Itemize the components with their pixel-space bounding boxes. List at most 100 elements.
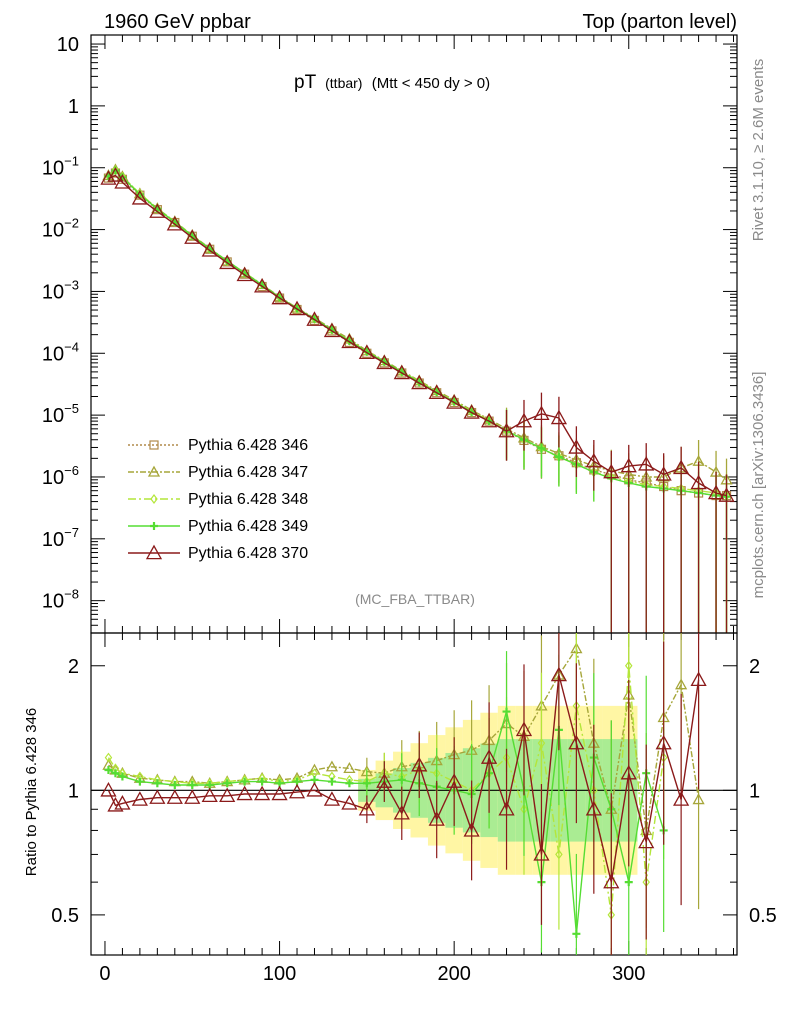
data-point bbox=[673, 459, 690, 475]
data-point bbox=[498, 800, 515, 816]
legend: Pythia 6.428 346 Pythia 6.428 347 Pythia 6… bbox=[128, 437, 308, 562]
main-y-tick-label: 10−4 bbox=[42, 339, 79, 365]
legend-label: Pythia 6.428 349 bbox=[188, 518, 308, 535]
legend-entry-3: Pythia 6.428 348 bbox=[128, 491, 308, 508]
data-point bbox=[655, 734, 672, 750]
data-point bbox=[480, 749, 498, 764]
data-point bbox=[428, 811, 445, 826]
data-point bbox=[446, 773, 463, 788]
data-point bbox=[100, 781, 117, 797]
main-y-tick-label: 10−2 bbox=[42, 216, 79, 242]
data-point bbox=[673, 791, 690, 806]
data-point bbox=[393, 804, 410, 820]
data-point bbox=[480, 412, 498, 428]
legend-entry-5: Pythia 6.428 370 bbox=[128, 544, 308, 562]
data-point bbox=[150, 494, 158, 504]
data-point bbox=[341, 333, 358, 349]
data-point bbox=[118, 772, 127, 781]
main-frame bbox=[90, 34, 738, 634]
ratio-y-tick-label-right: 1 bbox=[749, 780, 760, 802]
data-point bbox=[308, 763, 321, 775]
data-point bbox=[100, 170, 117, 185]
legend-entry-2: Pythia 6.428 347 bbox=[128, 464, 308, 481]
main-series-5 bbox=[100, 167, 735, 633]
data-point bbox=[620, 457, 637, 473]
legend-label: Pythia 6.428 370 bbox=[188, 545, 308, 562]
data-point bbox=[568, 734, 585, 750]
side-label-rivet: Rivet 3.1.10, ≥ 2.6M events bbox=[750, 59, 767, 242]
ratio-y-tick-label-left: 0.5 bbox=[51, 905, 79, 927]
data-point bbox=[240, 777, 249, 786]
ratio-series-line bbox=[108, 711, 665, 934]
data-point bbox=[585, 452, 602, 468]
side-label-mcplots: mcplots.cern.ch [arXiv:1306.3436] bbox=[750, 372, 767, 599]
ratio-series-line bbox=[107, 665, 665, 915]
data-point bbox=[223, 779, 232, 788]
data-point bbox=[638, 456, 655, 471]
data-point bbox=[397, 775, 406, 784]
ratio-y-tick-label-left: 2 bbox=[68, 656, 79, 678]
data-point bbox=[393, 364, 410, 380]
header-left-label: 1960 GeV ppbar bbox=[104, 11, 251, 33]
data-point bbox=[306, 781, 323, 797]
data-point bbox=[188, 781, 197, 790]
ratio-series-5 bbox=[100, 633, 707, 955]
data-point bbox=[104, 765, 113, 774]
data-point bbox=[288, 783, 306, 799]
data-point bbox=[345, 779, 354, 788]
data-point bbox=[166, 215, 183, 231]
data-point bbox=[463, 404, 480, 419]
data-point bbox=[655, 466, 672, 481]
data-point bbox=[306, 311, 323, 326]
x-tick-label: 300 bbox=[612, 963, 645, 985]
data-point bbox=[135, 777, 144, 786]
data-point bbox=[343, 762, 356, 774]
data-point bbox=[376, 773, 393, 788]
data-point bbox=[550, 409, 568, 425]
data-point bbox=[502, 707, 511, 716]
data-point bbox=[675, 678, 688, 690]
data-point bbox=[358, 344, 375, 359]
main-title: pT (ttbar) (Mtt < 450 dy > 0) bbox=[294, 72, 490, 93]
data-point bbox=[258, 777, 267, 786]
main-title-sub: (ttbar) bbox=[325, 75, 362, 91]
data-point bbox=[145, 544, 163, 560]
data-point bbox=[271, 785, 288, 801]
data-point bbox=[253, 785, 271, 801]
data-point bbox=[149, 789, 166, 804]
data-point bbox=[219, 254, 236, 270]
data-point bbox=[411, 756, 428, 772]
main-series-line bbox=[108, 168, 727, 481]
data-point bbox=[603, 463, 620, 479]
data-point bbox=[603, 873, 620, 889]
data-point bbox=[692, 793, 705, 805]
data-point bbox=[114, 795, 131, 810]
main-y-tick-label: 10 bbox=[57, 34, 79, 56]
data-point bbox=[166, 789, 183, 804]
data-point bbox=[131, 791, 148, 806]
data-point bbox=[498, 422, 515, 438]
data-point bbox=[515, 721, 533, 737]
data-point bbox=[114, 174, 131, 189]
data-point bbox=[537, 738, 546, 749]
data-point bbox=[707, 484, 725, 500]
data-point bbox=[236, 785, 253, 801]
data-point bbox=[341, 795, 358, 810]
analysis-watermark: (MC_FBA_TTBAR) bbox=[355, 591, 475, 607]
main-panel: 10 1 10−1 10−2 10−3 10−4 10−5 10−6 10−7 10−8 pT (… bbox=[42, 34, 738, 634]
data-point bbox=[325, 760, 339, 772]
main-y-tick-label: 10−3 bbox=[42, 277, 79, 303]
ratio-series-line bbox=[107, 674, 700, 883]
data-point bbox=[107, 796, 124, 812]
data-point bbox=[104, 752, 113, 763]
data-point bbox=[150, 522, 158, 530]
data-point bbox=[690, 474, 707, 490]
data-point bbox=[515, 412, 533, 428]
x-tick-label: 200 bbox=[437, 963, 470, 985]
legend-label: Pythia 6.428 346 bbox=[188, 437, 308, 454]
data-point bbox=[362, 779, 371, 788]
data-point bbox=[107, 167, 124, 182]
main-y-tick-label: 10−5 bbox=[42, 401, 79, 427]
data-point bbox=[253, 277, 271, 293]
